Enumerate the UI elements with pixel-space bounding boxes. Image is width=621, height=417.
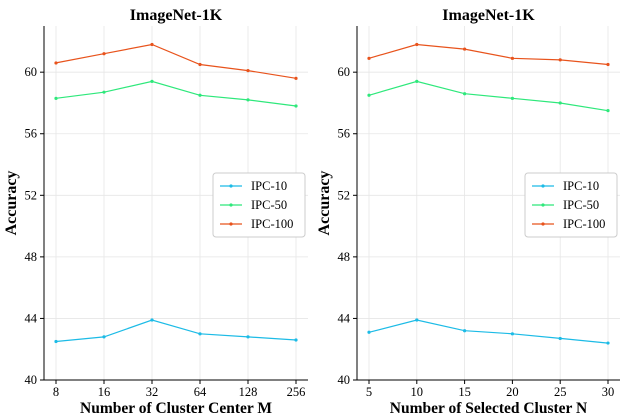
y-axis-label: Accuracy: [3, 171, 20, 236]
data-point: [367, 93, 371, 97]
x-tick-label: 20: [506, 385, 519, 399]
data-point: [510, 56, 514, 60]
legend-label: IPC-50: [563, 198, 599, 212]
x-tick-label: 64: [194, 385, 207, 399]
legend-label: IPC-100: [563, 217, 605, 231]
chart-title: ImageNet-1K: [442, 7, 535, 24]
legend-swatch-marker: [229, 184, 233, 188]
chart-panel-2: 40 44 48 52 56 60 5 10 15 20 25 30 ImageNet-1K Number…: [316, 7, 620, 417]
series-ipc-50: [54, 79, 298, 108]
data-point: [294, 76, 298, 80]
series-line: [368, 43, 609, 66]
data-point: [102, 90, 106, 94]
legend-box: [212, 172, 306, 238]
data-point: [558, 336, 562, 341]
data-point: [102, 52, 106, 56]
series-line: [55, 80, 297, 107]
data-point: [606, 62, 610, 67]
data-point: [510, 332, 514, 336]
y-tick-label: 44: [25, 311, 38, 325]
y-tick-label: 60: [338, 65, 351, 79]
data-point: [246, 335, 250, 339]
data-point: [54, 61, 58, 65]
data-point: [294, 104, 298, 108]
y-tick-label: 44: [338, 311, 351, 325]
series-line: [55, 319, 297, 343]
y-axis-label: Accuracy: [316, 171, 333, 236]
x-tick-label: 5: [366, 385, 372, 399]
data-point: [150, 318, 154, 322]
data-point: [463, 47, 467, 51]
legend: IPC-10 IPC-50 IPC-100: [212, 172, 306, 238]
data-point: [198, 93, 202, 97]
x-tick-label: 8: [53, 385, 59, 399]
x-axis-label: Number of Cluster Center M: [80, 400, 272, 417]
x-tick-label: 30: [602, 385, 615, 399]
series-ipc-50: [367, 79, 610, 113]
x-tick-label: 15: [458, 385, 471, 399]
legend-box: [524, 172, 618, 238]
legend: IPC-10 IPC-50 IPC-100: [524, 172, 618, 238]
y-tick-label: 48: [25, 250, 38, 264]
legend-label: IPC-10: [563, 179, 599, 193]
x-axis-label: Number of Selected Cluster N: [390, 400, 587, 417]
legend-swatch-marker: [229, 222, 233, 226]
data-point: [54, 96, 58, 100]
y-tick-label: 52: [338, 188, 351, 202]
data-point: [198, 332, 202, 336]
data-point: [54, 339, 58, 344]
legend-swatch-marker: [541, 203, 545, 207]
chart-title: ImageNet-1K: [130, 7, 223, 24]
data-point: [150, 42, 154, 47]
y-tick-label: 40: [338, 373, 351, 387]
series-ipc-100: [54, 42, 298, 80]
series-line: [368, 80, 609, 112]
data-point: [294, 338, 298, 342]
x-tick-label: 25: [554, 385, 567, 399]
data-point: [415, 318, 419, 322]
y-tick-label: 52: [25, 188, 38, 202]
chart-panel-1: 40 44 48 52 56 60 8 16 32 64 128 256 ImageNet-1K Numb…: [3, 7, 308, 417]
data-point: [367, 56, 371, 60]
y-tick-label: 40: [25, 373, 38, 387]
y-tick-label: 48: [338, 250, 351, 264]
legend-label: IPC-10: [251, 179, 287, 193]
series-ipc-10: [54, 318, 298, 344]
data-point: [246, 98, 250, 102]
series-ipc-100: [367, 42, 610, 67]
series-line: [368, 319, 609, 344]
data-point: [606, 109, 610, 113]
data-point: [246, 69, 250, 73]
series-ipc-10: [367, 318, 610, 345]
y-tick-label: 56: [25, 127, 38, 141]
legend-swatch-marker: [229, 203, 233, 207]
data-point: [558, 58, 562, 62]
x-tick-label: 128: [239, 385, 258, 399]
data-point: [415, 79, 419, 84]
y-tick-label: 60: [25, 65, 38, 79]
legend-label: IPC-100: [251, 217, 293, 231]
data-point: [415, 42, 419, 47]
data-point: [367, 330, 371, 334]
legend-swatch-marker: [541, 222, 545, 226]
x-tick-label: 32: [146, 385, 159, 399]
data-point: [606, 341, 610, 345]
legend-label: IPC-50: [251, 198, 287, 212]
data-point: [150, 79, 154, 84]
data-point: [102, 335, 106, 339]
x-tick-label: 10: [411, 385, 424, 399]
data-point: [558, 101, 562, 105]
data-point: [463, 92, 467, 96]
data-point: [198, 62, 202, 67]
data-point: [510, 96, 514, 100]
y-tick-label: 56: [338, 127, 351, 141]
data-point: [463, 329, 467, 333]
legend-swatch-marker: [541, 184, 545, 188]
series-line: [55, 43, 297, 79]
x-tick-label: 256: [287, 385, 306, 399]
x-tick-label: 16: [98, 385, 111, 399]
